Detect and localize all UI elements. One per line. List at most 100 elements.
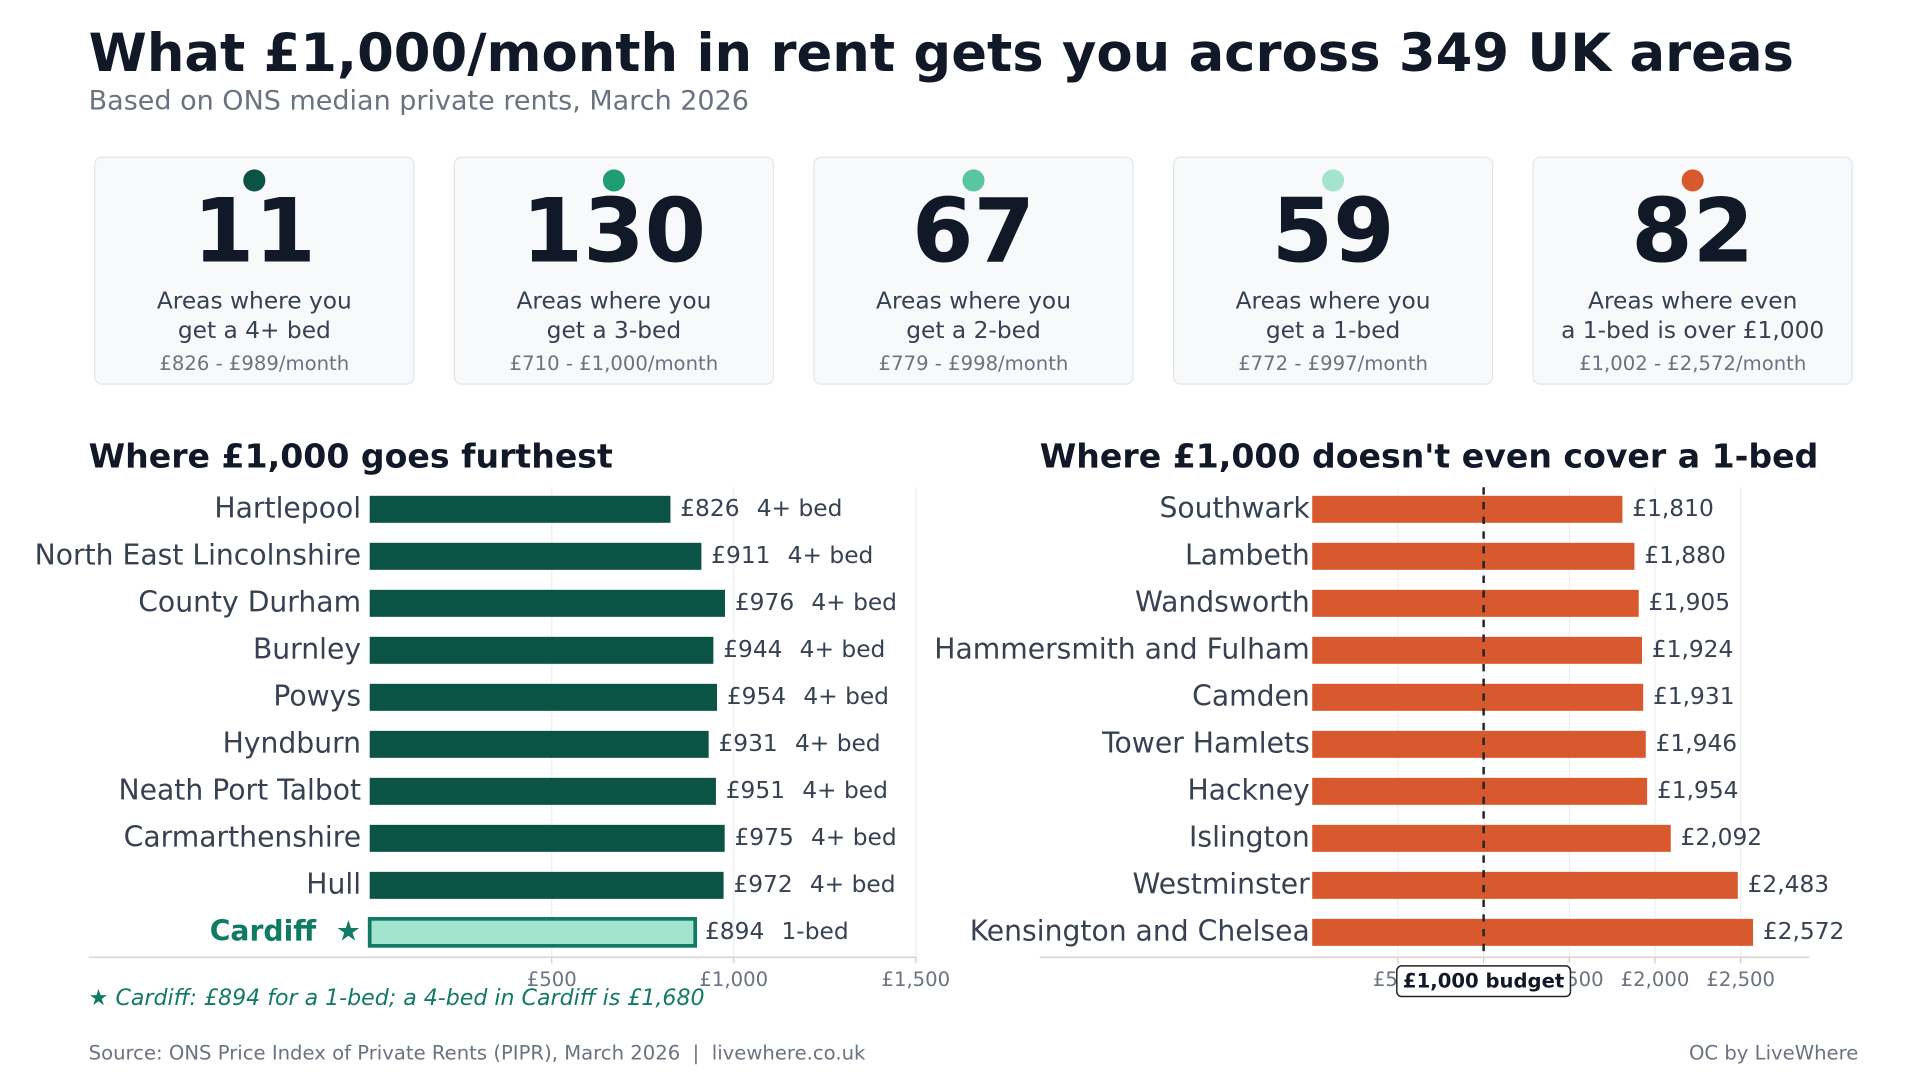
bed-label: 4+ bed [803, 683, 889, 710]
bar [1312, 871, 1738, 899]
x-tick-label: £2,500 [1706, 968, 1775, 991]
source: Source: ONS Price Index of Private Rents… [89, 1042, 866, 1065]
value-label: £826 [680, 495, 739, 522]
category-label: Tower Hamlets [1101, 726, 1310, 759]
value-label: £911 [711, 542, 770, 569]
bed-label: 4+ bed [795, 730, 881, 757]
category-label: Hull [306, 867, 361, 900]
card-label: Areas where you [516, 287, 711, 314]
card-range: £779 - £998/month [879, 352, 1069, 375]
bed-label: 4+ bed [802, 777, 888, 804]
bar [1312, 777, 1648, 805]
bar [367, 917, 698, 948]
category-label: Islington [1189, 820, 1310, 853]
bar [369, 542, 702, 570]
card [813, 156, 1134, 385]
card-value: 59 [1272, 179, 1395, 282]
card [1532, 156, 1853, 385]
category-label: Carmarthenshire [124, 820, 361, 853]
category-label: County Durham [138, 585, 361, 618]
reference-box [1396, 965, 1572, 998]
value-label: £2,483 [1748, 871, 1830, 898]
x-tick-label: £2,000 [1621, 968, 1690, 991]
x-tick-label: £1,500 [881, 968, 950, 991]
bar [369, 824, 725, 852]
bed-label: 4+ bed [757, 495, 843, 522]
category-label: Hackney [1187, 773, 1309, 806]
bed-label: 4+ bed [800, 636, 886, 663]
bar [369, 589, 726, 617]
card-value: 130 [522, 179, 706, 282]
value-label: £2,092 [1681, 824, 1763, 851]
value-label: £954 [727, 683, 786, 710]
card-range: £710 - £1,000/month [510, 352, 718, 375]
bar [369, 683, 718, 711]
reference-label: £1,000 budget [1403, 969, 1564, 992]
subtitle: Based on ONS median private rents, March… [89, 85, 749, 116]
value-label: £1,880 [1644, 542, 1726, 569]
category-label: Kensington and Chelsea [970, 914, 1310, 947]
category-label: Powys [273, 679, 361, 712]
value-label: £2,572 [1763, 918, 1845, 945]
chart-title: Where £1,000 goes furthest [89, 436, 613, 475]
card [453, 156, 775, 385]
bar [369, 636, 714, 664]
category-label: Neath Port Talbot [119, 773, 362, 806]
card-label: get a 4+ bed [178, 317, 331, 344]
bar [1312, 495, 1623, 523]
card-label: a 1-bed is over £1,000 [1561, 317, 1824, 344]
category-label: Hammersmith and Fulham [934, 632, 1310, 665]
value-label: £951 [726, 777, 785, 804]
title: What £1,000/month in rent gets you acros… [89, 23, 1794, 84]
bar [369, 730, 709, 758]
card-dot [243, 169, 266, 192]
card-value: 11 [193, 179, 316, 282]
category-label: Hartlepool [214, 491, 361, 524]
bar [1312, 730, 1646, 758]
bar [369, 871, 724, 899]
card-value: 67 [912, 179, 1035, 282]
category-label: Southwark [1159, 491, 1310, 524]
value-label: £1,924 [1652, 636, 1734, 663]
bar [1312, 542, 1635, 570]
card-range: £1,002 - £2,572/month [1579, 352, 1806, 375]
card [1172, 156, 1494, 385]
value-label: £975 [734, 824, 793, 851]
card-label: Areas where you [1236, 287, 1431, 314]
value-label: £976 [735, 589, 794, 616]
footnote: ★ Cardiff: £894 for a 1-bed; a 4-bed in … [89, 985, 705, 1011]
card-label: Areas where you [157, 287, 352, 314]
card-label: Areas where even [1588, 287, 1797, 314]
card-dot [1322, 169, 1345, 192]
credit: OC by LiveWhere [1689, 1042, 1858, 1065]
card [94, 156, 415, 385]
bar [1312, 683, 1644, 711]
bar [1312, 589, 1639, 617]
bed-label: 4+ bed [788, 542, 874, 569]
bar [369, 777, 716, 805]
card-dot [1681, 169, 1704, 192]
chart-title: Where £1,000 doesn't even cover a 1-bed [1040, 436, 1819, 475]
category-label: Burnley [253, 632, 361, 665]
card-label: Areas where you [876, 287, 1071, 314]
value-label: £1,810 [1632, 495, 1714, 522]
bed-label: 1-bed [781, 918, 848, 945]
card-value: 82 [1631, 179, 1754, 282]
bar [1312, 918, 1754, 946]
bed-label: 4+ bed [811, 824, 897, 851]
value-label: £1,905 [1649, 589, 1731, 616]
card-range: £772 - £997/month [1238, 352, 1428, 375]
card-dot [602, 169, 625, 192]
x-tick-label: £500 [527, 968, 577, 991]
value-label: £1,954 [1657, 777, 1739, 804]
bar [1312, 636, 1642, 664]
category-label: Hyndburn [223, 726, 362, 759]
card-label: get a 3-bed [547, 317, 681, 344]
card-range: £826 - £989/month [159, 352, 349, 375]
card-label: get a 2-bed [906, 317, 1040, 344]
value-label: £972 [733, 871, 792, 898]
bed-label: 4+ bed [811, 589, 897, 616]
value-label: £1,931 [1653, 683, 1735, 710]
value-label: £894 [705, 918, 764, 945]
